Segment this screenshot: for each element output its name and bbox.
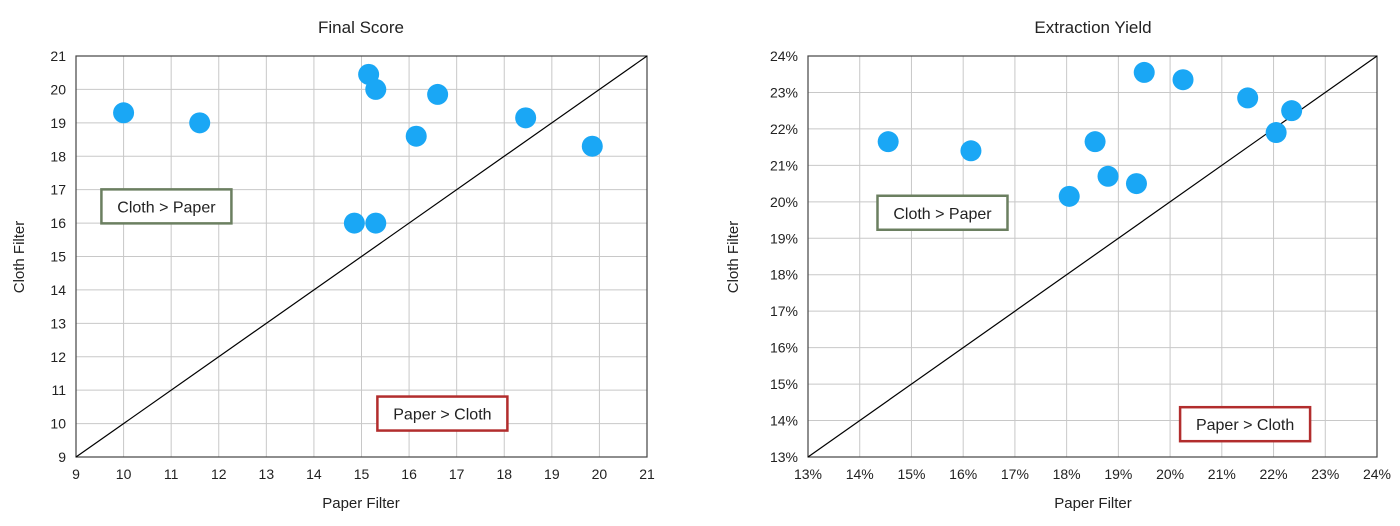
x-tick-label: 13% bbox=[794, 466, 822, 482]
y-tick-label: 16 bbox=[50, 215, 66, 231]
annotation-box bbox=[100, 188, 233, 225]
y-tick-label: 11 bbox=[51, 382, 66, 398]
y-tick-label: 18 bbox=[50, 148, 66, 164]
scatter-point bbox=[1281, 100, 1303, 122]
x-tick-label: 17% bbox=[1001, 466, 1029, 482]
scatter-point bbox=[581, 135, 603, 157]
x-tick-label: 23% bbox=[1311, 466, 1339, 482]
y-tick-label: 23% bbox=[770, 84, 798, 100]
x-tick-label: 18 bbox=[496, 466, 512, 482]
x-tick-label: 20% bbox=[1156, 466, 1184, 482]
annotation-text: Paper > Cloth bbox=[393, 407, 491, 424]
x-tick-label: 18% bbox=[1053, 466, 1081, 482]
y-tick-label: 9 bbox=[58, 449, 66, 465]
chart-extraction-yield: Extraction Yield Paper Filter Cloth Filt… bbox=[725, 18, 1391, 512]
y-axis-label: Cloth Filter bbox=[725, 221, 742, 294]
scatter-points bbox=[113, 63, 603, 234]
x-tick-label: 14 bbox=[306, 466, 322, 482]
x-tick-label: 19% bbox=[1104, 466, 1132, 482]
y-tick-label: 13 bbox=[50, 315, 66, 331]
x-tick-label: 17 bbox=[449, 466, 465, 482]
annotation-box bbox=[876, 194, 1009, 232]
x-tick-label: 19 bbox=[544, 466, 560, 482]
y-tick-label: 20 bbox=[50, 81, 66, 97]
y-tick-label: 14 bbox=[50, 282, 66, 298]
y-tick-label: 22% bbox=[770, 121, 798, 137]
scatter-point bbox=[1133, 61, 1155, 83]
scatter-point bbox=[405, 125, 427, 147]
x-tick-label: 14% bbox=[846, 466, 874, 482]
annotation-box bbox=[376, 395, 509, 432]
y-tick-label: 16% bbox=[770, 340, 798, 356]
annotation-paper-gt-cloth: Paper > Cloth bbox=[376, 395, 509, 432]
scatter-point bbox=[427, 83, 449, 105]
y-tick-label: 19% bbox=[770, 230, 798, 246]
scatter-point bbox=[113, 102, 135, 124]
x-tick-label: 21% bbox=[1208, 466, 1236, 482]
x-tick-label: 12 bbox=[211, 466, 227, 482]
y-tick-label: 13% bbox=[770, 449, 798, 465]
x-tick-label: 20 bbox=[592, 466, 608, 482]
x-tick-label: 13 bbox=[259, 466, 275, 482]
plot-frame bbox=[807, 55, 1378, 458]
x-tick-label: 16 bbox=[401, 466, 417, 482]
scatter-point bbox=[877, 131, 899, 153]
scatter-point bbox=[1172, 69, 1194, 91]
x-tick-label: 16% bbox=[949, 466, 977, 482]
annotation-paper-gt-cloth: Paper > Cloth bbox=[1178, 405, 1312, 443]
y-tick-label: 12 bbox=[50, 349, 66, 365]
scatter-point bbox=[1097, 165, 1119, 187]
scatter-point bbox=[1084, 131, 1106, 153]
y-tick-label: 20% bbox=[770, 194, 798, 210]
diagonal-reference-line bbox=[75, 55, 648, 458]
diagonal-reference-line bbox=[807, 55, 1378, 458]
x-tick-label: 15% bbox=[897, 466, 925, 482]
scatter-point bbox=[189, 112, 211, 134]
x-tick-label: 10 bbox=[116, 466, 132, 482]
scatter-point bbox=[1058, 185, 1080, 207]
plot-frame bbox=[75, 55, 648, 458]
scatter-point bbox=[515, 107, 537, 129]
y-tick-label: 17% bbox=[770, 303, 798, 319]
annotation-text: Paper > Cloth bbox=[1196, 417, 1294, 434]
y-tick-label: 17 bbox=[50, 182, 66, 198]
chart-title: Extraction Yield bbox=[1034, 18, 1151, 37]
x-tick-label: 11 bbox=[164, 466, 179, 482]
chart-title: Final Score bbox=[318, 18, 404, 37]
y-tick-label: 15% bbox=[770, 376, 798, 392]
annotation-text: Cloth > Paper bbox=[893, 206, 992, 223]
scatter-point bbox=[365, 212, 387, 234]
annotation-box bbox=[1178, 405, 1312, 443]
x-tick-label: 9 bbox=[72, 466, 80, 482]
scatter-point bbox=[365, 78, 387, 100]
x-axis-label: Paper Filter bbox=[322, 495, 400, 512]
scatter-points bbox=[877, 61, 1303, 207]
annotation-text: Cloth > Paper bbox=[117, 199, 216, 216]
y-tick-label: 24% bbox=[770, 48, 798, 64]
scatter-point bbox=[1125, 173, 1147, 195]
scatter-point bbox=[343, 212, 365, 234]
y-tick-label: 18% bbox=[770, 267, 798, 283]
y-tick-label: 21% bbox=[770, 157, 798, 173]
annotation-cloth-gt-paper: Cloth > Paper bbox=[100, 188, 233, 225]
y-tick-label: 15 bbox=[50, 249, 66, 265]
y-tick-label: 14% bbox=[770, 413, 798, 429]
x-axis-label: Paper Filter bbox=[1054, 495, 1132, 512]
x-tick-label: 21 bbox=[639, 466, 655, 482]
y-tick-label: 19 bbox=[50, 115, 66, 131]
chart-final-score: Final Score Paper Filter Cloth Filter 9 1… bbox=[11, 18, 655, 512]
x-tick-label: 22% bbox=[1260, 466, 1288, 482]
y-axis-label: Cloth Filter bbox=[11, 221, 28, 294]
scatter-point bbox=[1265, 122, 1287, 144]
scatter-point bbox=[1237, 87, 1259, 109]
annotation-cloth-gt-paper: Cloth > Paper bbox=[876, 194, 1009, 232]
x-tick-label: 15 bbox=[354, 466, 370, 482]
x-tick-label: 24% bbox=[1363, 466, 1391, 482]
y-tick-label: 10 bbox=[50, 416, 66, 432]
scatter-point bbox=[960, 140, 982, 162]
y-tick-label: 21 bbox=[50, 48, 66, 64]
